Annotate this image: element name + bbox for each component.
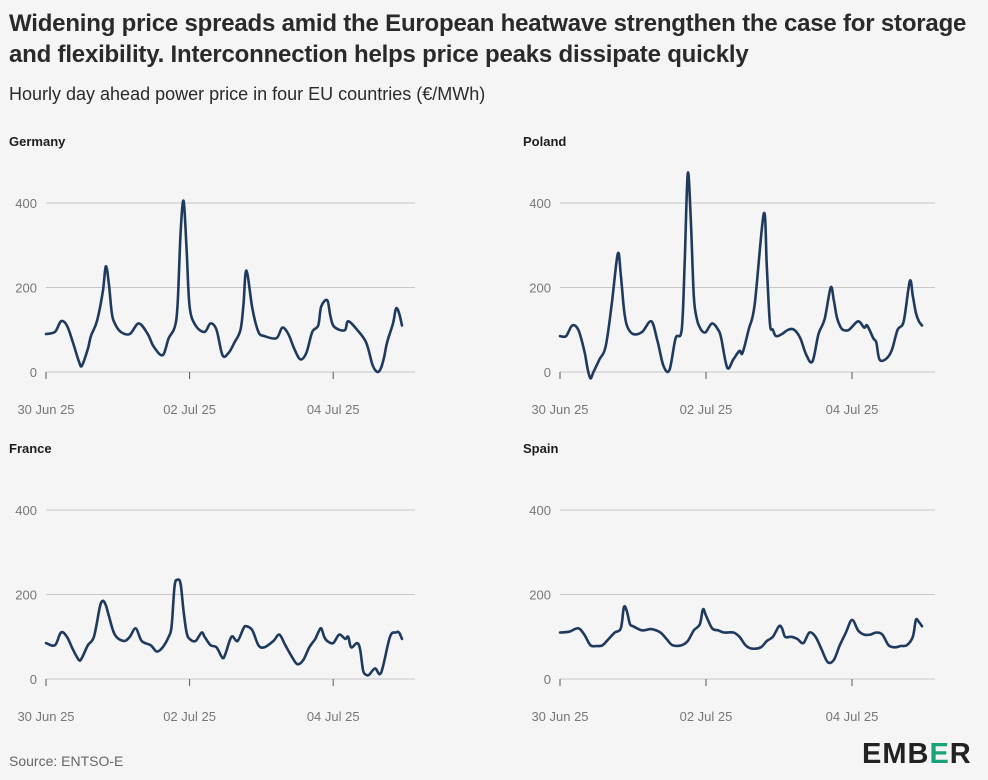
series-line-france [44, 578, 404, 677]
x-tick-label-germany-0: 30 Jun 25 [17, 402, 74, 417]
chart-subtitle: Hourly day ahead power price in four EU … [9, 84, 486, 104]
x-tick-label-poland-2: 04 Jul 25 [826, 402, 879, 417]
x-tick-label-poland-1: 02 Jul 25 [680, 402, 733, 417]
y-tick-label-france-200: 200 [15, 588, 37, 603]
panel-spain: Spain 0 200 400 30 Jun 25 02 Jul 25 04 Jul 25 [523, 441, 935, 724]
panel-france: France 0 200 400 30 Jun 25 02 Jul 25 04 Jul 25 [9, 441, 415, 724]
y-tick-label-poland-400: 400 [529, 196, 551, 211]
logo-part-1: EMB [862, 738, 930, 770]
logo-part-2: R [949, 738, 972, 770]
ember-logo: EMBER [862, 738, 972, 771]
x-tick-label-france-1: 02 Jul 25 [163, 709, 216, 724]
y-tick-label-france-0: 0 [30, 672, 37, 687]
series-line-germany [44, 199, 404, 374]
y-tick-label-poland-200: 200 [529, 281, 551, 296]
panel-poland: Poland 0 200 400 30 Jun 25 02 Jul 25 04 Jul 25 [523, 134, 935, 417]
x-tick-label-spain-2: 04 Jul 25 [826, 709, 879, 724]
logo-accent-letter: E [929, 738, 950, 770]
panel-germany: Germany 0 200 400 30 Jun 25 02 Jul 25 04 Jul 2… [9, 134, 415, 417]
y-tick-label-germany-0: 0 [30, 365, 37, 380]
panel-title-germany: Germany [9, 134, 66, 149]
x-tick-label-france-0: 30 Jun 25 [17, 709, 74, 724]
series-line-spain [558, 604, 924, 665]
x-tick-label-france-2: 04 Jul 25 [307, 709, 360, 724]
chart-title: Widening price spreads amid the European… [9, 10, 967, 68]
series-line-poland [558, 171, 924, 380]
y-tick-label-germany-400: 400 [15, 196, 37, 211]
panel-title-spain: Spain [523, 441, 558, 456]
x-tick-label-germany-2: 04 Jul 25 [307, 402, 360, 417]
panel-title-france: France [9, 441, 52, 456]
y-tick-label-france-400: 400 [15, 503, 37, 518]
x-tick-label-spain-0: 30 Jun 25 [531, 709, 588, 724]
x-tick-label-germany-1: 02 Jul 25 [163, 402, 216, 417]
y-tick-label-germany-200: 200 [15, 281, 37, 296]
y-tick-label-spain-0: 0 [544, 672, 551, 687]
y-tick-label-poland-0: 0 [544, 365, 551, 380]
y-tick-label-spain-200: 200 [529, 588, 551, 603]
panel-title-poland: Poland [523, 134, 566, 149]
y-tick-label-spain-400: 400 [529, 503, 551, 518]
x-tick-label-spain-1: 02 Jul 25 [680, 709, 733, 724]
x-tick-label-poland-0: 30 Jun 25 [531, 402, 588, 417]
source-note: Source: ENTSO-E [9, 753, 124, 769]
